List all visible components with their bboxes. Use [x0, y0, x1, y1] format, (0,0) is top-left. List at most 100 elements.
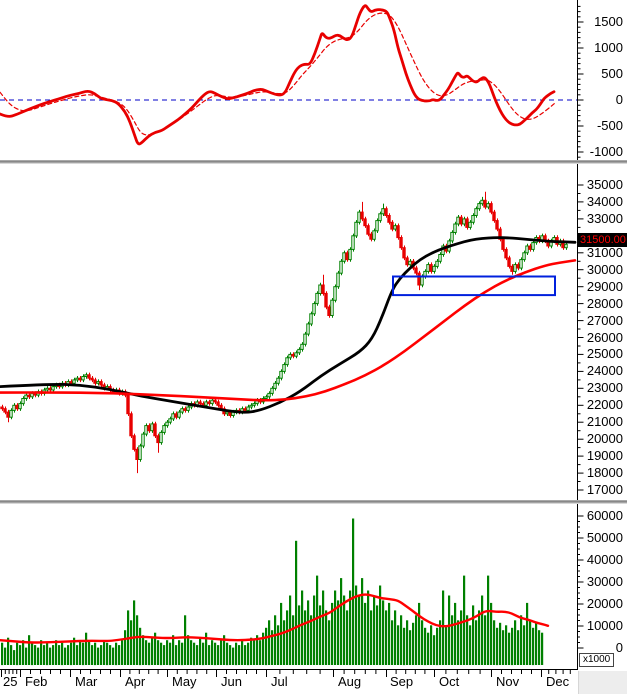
candle-body	[429, 264, 433, 272]
month-label: Mar	[75, 674, 98, 689]
volume-bar	[118, 645, 121, 665]
price-tick-label: 30000	[586, 262, 623, 277]
volume-bar	[508, 632, 511, 665]
volume-bar	[253, 640, 256, 665]
volume-bar	[412, 622, 415, 665]
volume-bar	[16, 642, 19, 666]
candle-body	[294, 352, 298, 357]
volume-bar	[70, 642, 73, 666]
volume-bar	[430, 625, 433, 665]
candle-body	[483, 199, 487, 208]
panel-splitter-top[interactable]	[0, 160, 627, 164]
osc-tick-label: -500	[596, 118, 623, 133]
volume-bar	[214, 642, 217, 666]
candle-body	[90, 377, 94, 381]
candle-body	[354, 221, 358, 237]
candle-body	[327, 306, 331, 316]
price-tick-label: 24000	[586, 363, 623, 378]
candle-body	[273, 382, 277, 389]
volume-bar	[181, 642, 184, 666]
volume-bar	[31, 642, 34, 666]
candle-body	[402, 247, 406, 259]
candle-body	[330, 299, 334, 317]
candle-body	[171, 413, 175, 420]
volume-bar	[211, 640, 214, 665]
candle-body	[183, 408, 187, 411]
candle-body	[210, 399, 214, 405]
candle-body	[372, 230, 376, 240]
volume-bar	[238, 645, 241, 665]
volume-bar	[532, 627, 535, 666]
price-tick-label: 20000	[586, 431, 623, 446]
volume-bar	[196, 645, 199, 665]
month-label: Dec	[546, 674, 570, 689]
volume-bar	[58, 645, 61, 665]
volume-bar	[61, 642, 64, 666]
candle-body	[363, 218, 367, 227]
volume-bar	[178, 640, 181, 665]
candle-body	[315, 292, 319, 305]
candle-body	[477, 203, 481, 210]
volume-bar	[94, 642, 97, 666]
candle-body	[348, 248, 352, 261]
volume-bar	[319, 605, 322, 665]
volume-bar	[136, 615, 139, 665]
vol-tick-label: 0	[615, 640, 623, 655]
candle-body	[141, 433, 145, 447]
candle-body	[198, 401, 202, 405]
volume-bar	[223, 635, 226, 665]
candle-body	[453, 223, 457, 233]
candle-body	[318, 284, 322, 294]
volume-bar	[13, 650, 16, 665]
vol-tick-label: 30000	[586, 574, 623, 589]
oscillator-panel[interactable]	[0, 4, 577, 146]
osc-tick-label: 0	[615, 92, 623, 107]
volume-bar	[397, 625, 400, 665]
volume-bar	[169, 642, 172, 666]
candle-body	[174, 413, 178, 418]
candle-body	[513, 264, 517, 272]
price-tick-label: 29000	[586, 279, 623, 294]
candle-body	[564, 243, 568, 249]
volume-bar	[352, 518, 355, 665]
volume-bar	[415, 615, 418, 665]
candle-body	[249, 404, 253, 408]
volume-bar	[433, 635, 436, 665]
volume-bar	[358, 595, 361, 665]
candle-body	[96, 381, 100, 384]
candle-body	[351, 235, 355, 250]
volume-bar	[79, 640, 82, 665]
candle-body	[366, 225, 370, 235]
volume-bar	[73, 637, 76, 665]
candle-body	[501, 238, 505, 250]
candle-body	[309, 313, 313, 325]
volume-bar	[361, 578, 364, 665]
volume-bar	[538, 630, 541, 665]
month-label: Feb	[25, 674, 48, 689]
volume-bar	[322, 590, 325, 665]
volume-bar	[229, 645, 232, 665]
panel-splitter-bottom[interactable]	[0, 500, 627, 504]
volume-panel[interactable]	[0, 518, 550, 666]
volume-bar	[19, 645, 22, 665]
volume-bar	[103, 640, 106, 665]
candle-body	[264, 396, 268, 399]
volume-bar	[244, 645, 247, 665]
month-label: 25	[3, 674, 18, 689]
volume-bar	[340, 578, 343, 665]
volume-bar	[436, 627, 439, 666]
volume-bar	[394, 610, 397, 665]
axes-frame	[0, 0, 584, 677]
candle-body	[456, 216, 460, 225]
osc-tick-label: 500	[601, 66, 623, 81]
candle-body	[300, 343, 304, 350]
candle-body	[72, 379, 76, 384]
candle-body	[132, 435, 136, 450]
candle-body	[75, 377, 79, 381]
volume-bar	[157, 640, 160, 665]
price-panel[interactable]	[0, 191, 577, 474]
last-price-tag: 31500.00	[577, 233, 627, 247]
candle-body	[291, 353, 295, 357]
